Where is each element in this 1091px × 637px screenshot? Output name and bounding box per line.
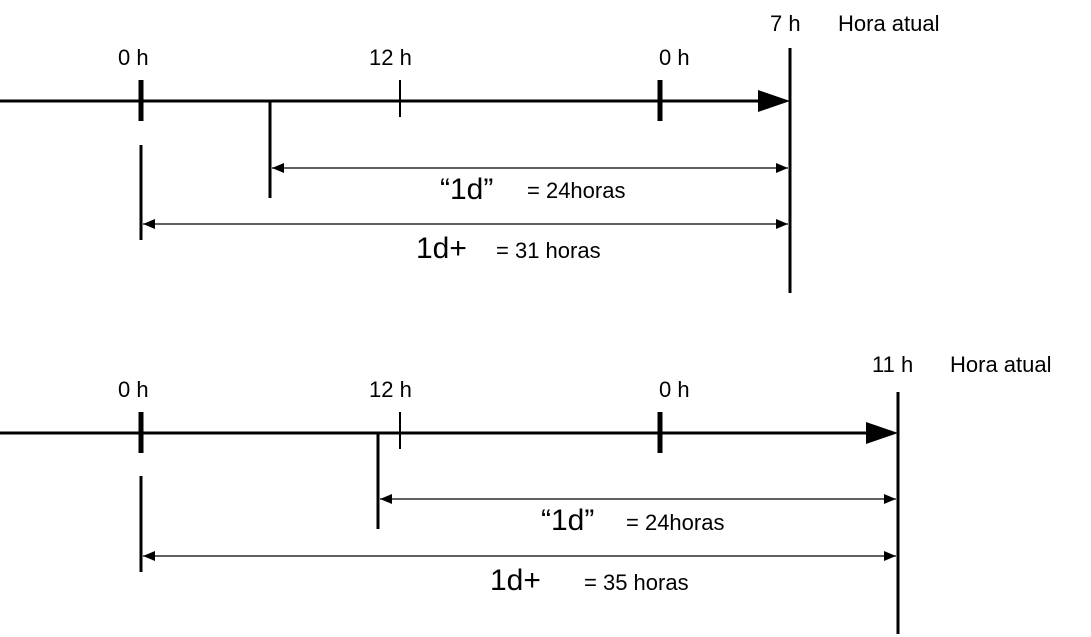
tick-label-noon: 12 h [369, 45, 412, 70]
span-1d-plus-label: 1d+ [416, 232, 467, 265]
current-hour-value: 11 h [872, 352, 913, 377]
tick-label-midnight-2: 0 h [659, 45, 690, 70]
timeline-1: 0 h 12 h 0 h 7 h Hora atual “1d” = 24hor… [0, 11, 940, 293]
tick-label-midnight-2: 0 h [659, 377, 690, 402]
axis-arrowhead [866, 422, 898, 444]
span-1d-label: “1d” [440, 173, 493, 206]
tick-label-midnight-1: 0 h [118, 377, 149, 402]
tick-label-midnight-1: 0 h [118, 45, 149, 70]
span-1d-label: “1d” [541, 504, 594, 537]
span-1d-plus-value: = 31 horas [496, 238, 601, 263]
current-hour-label: Hora atual [838, 11, 940, 36]
tick-label-noon: 12 h [369, 377, 412, 402]
span-1d-value: = 24horas [527, 178, 625, 203]
timeline-2: 0 h 12 h 0 h 11 h Hora atual “1d” = 24ho… [0, 352, 1052, 634]
span-1d-plus-value: = 35 horas [584, 570, 689, 595]
axis-arrowhead [758, 90, 790, 112]
current-hour-value: 7 h [770, 11, 801, 36]
current-hour-label: Hora atual [950, 352, 1052, 377]
span-1d-plus-label: 1d+ [490, 564, 541, 597]
span-1d-value: = 24horas [626, 510, 724, 535]
